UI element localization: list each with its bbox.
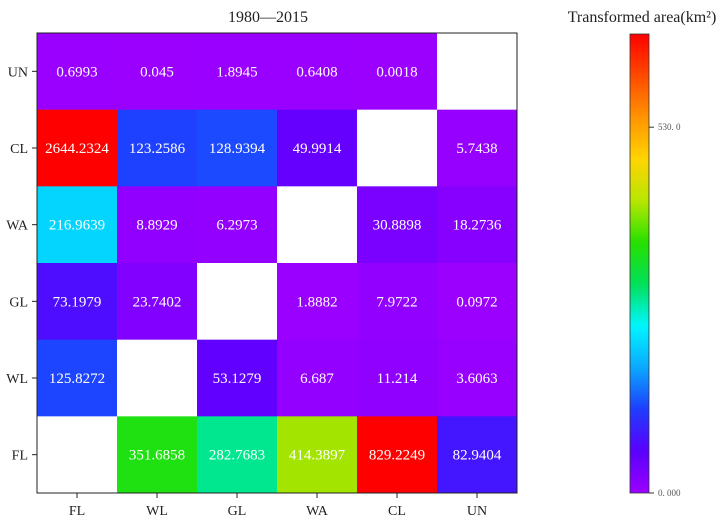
heatmap-cell [277, 339, 358, 417]
colorbar-tick-label: 530. 0 [658, 122, 681, 132]
heatmap-cells: 0.6993 0.045 1.8945 0.6408 0.0018 2644.2324 12… [37, 33, 518, 494]
heatmap-cell [37, 263, 118, 341]
cell-value-label: 2644.2324 [45, 141, 109, 157]
heatmap-cell [437, 263, 518, 341]
heatmap-cell [357, 33, 438, 111]
cell-value-label: 0.6993 [56, 64, 97, 80]
y-tick-label: UN [8, 65, 28, 80]
cell-value-label: 128.9394 [209, 141, 266, 157]
x-tick-label: CL [388, 504, 406, 519]
heatmap-cell [277, 109, 358, 187]
heatmap-cell [357, 339, 438, 417]
cell-value-label: 6.687 [300, 371, 334, 387]
cell-value-label: 351.6858 [129, 448, 185, 464]
heatmap-cell [117, 109, 198, 187]
heatmap-cell [117, 416, 198, 494]
y-axis: UN CL WA GL WL FL [6, 65, 37, 464]
cell-value-label: 125.8272 [49, 371, 105, 387]
heatmap-cell [37, 416, 118, 494]
heatmap-cell [437, 339, 518, 417]
heatmap-cell [277, 186, 358, 264]
heatmap-cell [197, 109, 278, 187]
heatmap-cell [277, 33, 358, 111]
cell-value-label: 7.9722 [376, 294, 417, 310]
cell-value-label: 829.2249 [369, 448, 425, 464]
y-tick-label: WA [6, 219, 29, 234]
cell-value-label: 18.2736 [453, 218, 502, 234]
heatmap-cell [117, 339, 198, 417]
heatmap-cell [37, 186, 118, 264]
x-tick-label: WL [146, 504, 168, 519]
heatmap-cell [37, 339, 118, 417]
cell-value-label: 1.8882 [296, 294, 337, 310]
heatmap-cell [197, 263, 278, 341]
heatmap-cell [197, 339, 278, 417]
cell-value-label: 0.0018 [376, 64, 417, 80]
cell-value-label: 82.9404 [453, 448, 502, 464]
y-tick-label: FL [12, 449, 28, 464]
heatmap-cell [117, 186, 198, 264]
heatmap-cell [117, 263, 198, 341]
heatmap-cell [357, 109, 438, 187]
cell-value-label: 30.8898 [373, 218, 422, 234]
x-tick-label: UN [467, 504, 487, 519]
heatmap-cell [437, 186, 518, 264]
heatmap-cell [357, 186, 438, 264]
cell-value-label: 49.9914 [293, 141, 342, 157]
y-tick-label: CL [10, 142, 28, 157]
cell-value-label: 3.6063 [456, 371, 497, 387]
x-axis: FL WL GL WA CL UN [69, 493, 487, 519]
colorbar-tick-label: 0. 000 [658, 488, 681, 498]
heatmap-cell [37, 109, 118, 187]
cell-value-label: 53.1279 [213, 371, 262, 387]
heatmap-cell [277, 416, 358, 494]
cell-value-label: 0.6408 [296, 64, 337, 80]
heatmap-cell [117, 33, 198, 111]
cell-value-label: 6.2973 [216, 218, 257, 234]
heatmap-cell [197, 186, 278, 264]
cell-value-label: 0.045 [140, 64, 174, 80]
cell-value-label: 73.1979 [53, 294, 102, 310]
heatmap-cell [197, 416, 278, 494]
colorbar [629, 33, 650, 494]
heatmap-cell [437, 33, 518, 111]
x-tick-label: WA [306, 504, 329, 519]
colorbar-title: Transformed area(km²) [568, 9, 717, 26]
heatmap-cell [357, 416, 438, 494]
cell-value-label: 11.214 [377, 371, 418, 387]
heatmap-cell [357, 263, 438, 341]
cell-value-label: 123.2586 [129, 141, 186, 157]
cell-value-label: 8.8929 [136, 218, 177, 234]
cell-value-label: 414.3897 [289, 448, 346, 464]
heatmap-cell [437, 416, 518, 494]
cell-value-label: 23.7402 [133, 294, 182, 310]
cell-value-label: 5.7438 [456, 141, 497, 157]
heatmap-cell [277, 263, 358, 341]
heatmap-cell [437, 109, 518, 187]
heatmap-cell [197, 33, 278, 111]
cell-value-label: 216.9639 [49, 218, 105, 234]
y-tick-label: WL [6, 372, 28, 387]
chart-title: 1980—2015 [228, 9, 308, 26]
cell-value-label: 1.8945 [216, 64, 257, 80]
y-tick-label: GL [9, 295, 28, 310]
cell-value-label: 0.0972 [456, 294, 497, 310]
heatmap-cell [37, 33, 118, 111]
x-tick-label: GL [228, 504, 247, 519]
cell-value-label: 282.7683 [209, 448, 265, 464]
x-tick-label: FL [69, 504, 85, 519]
plot-frame [36, 32, 518, 494]
colorbar-ticks: 0. 000 530. 0 [649, 122, 681, 498]
